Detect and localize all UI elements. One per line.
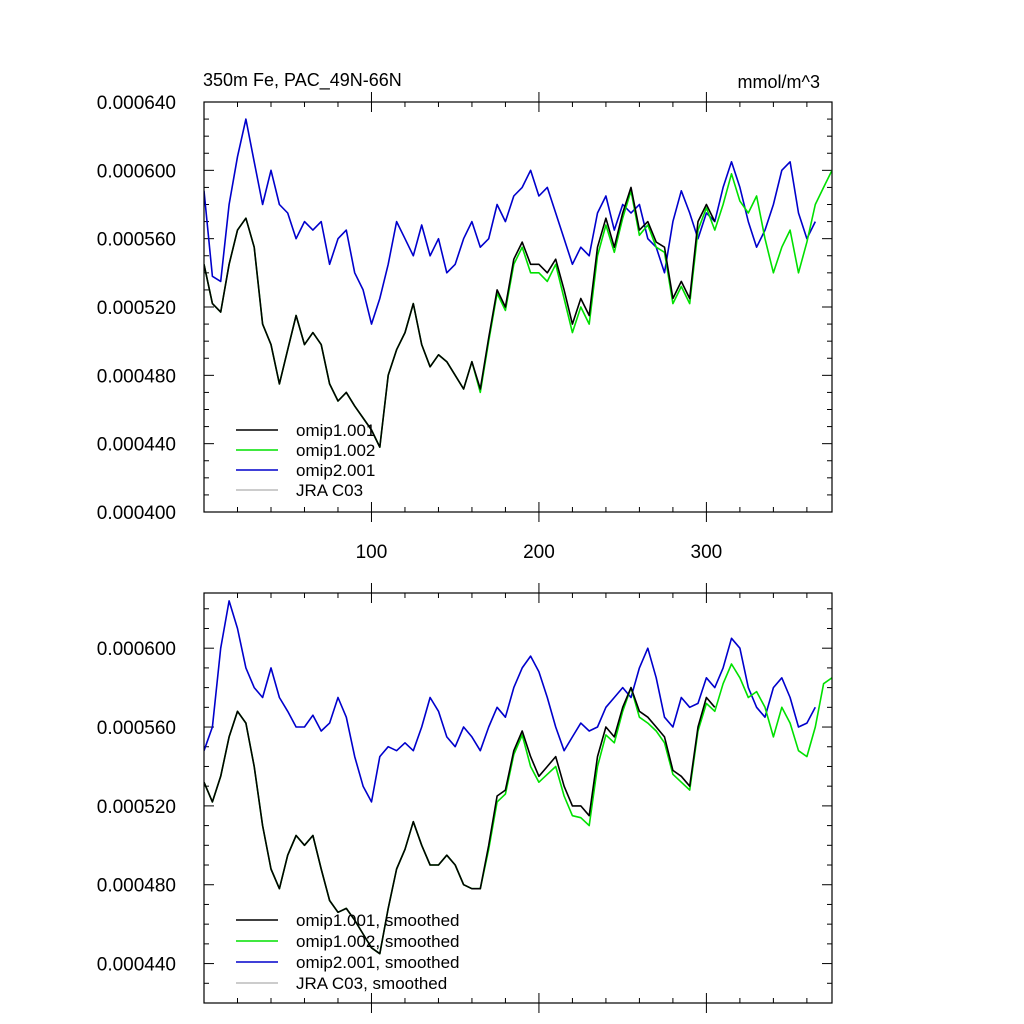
series-line-2 bbox=[204, 600, 817, 803]
y-tick-label: 0.000480 bbox=[97, 876, 176, 897]
y-tick-label: 0.000520 bbox=[97, 797, 176, 818]
series-line-0 bbox=[204, 186, 716, 448]
x-tick-label: 100 bbox=[356, 542, 388, 563]
chart-units: mmol/m^3 bbox=[738, 72, 820, 92]
series-line-2 bbox=[204, 118, 817, 325]
top-chart-panel: 350m Fe, PAC_49N-66N mmol/m^3 0.0004000.… bbox=[97, 70, 833, 563]
y-tick-label: 0.000560 bbox=[97, 230, 176, 251]
legend-label: omip1.002, smoothed bbox=[296, 932, 460, 951]
y-tick-label: 0.000600 bbox=[97, 639, 176, 660]
legend-label: omip2.001 bbox=[296, 461, 375, 480]
y-tick-label: 0.000520 bbox=[97, 298, 176, 319]
y-tick-label: 0.000440 bbox=[97, 435, 176, 456]
y-tick-label: 0.000400 bbox=[97, 503, 176, 524]
y-tick-label: 0.000560 bbox=[97, 718, 176, 739]
top-y-tick-labels: 0.000400 0.000440 0.000480 0.000520 0.000560… bbox=[97, 93, 176, 524]
bottom-series-group bbox=[204, 600, 832, 955]
y-tick-label: 0.000600 bbox=[97, 161, 176, 182]
bottom-chart-panel: 0.000440 0.000480 0.000520 0.000560 0.000600… bbox=[97, 583, 833, 1013]
series-line-0 bbox=[204, 686, 716, 955]
legend-label: omip1.001 bbox=[296, 421, 375, 440]
legend-label: JRA C03, smoothed bbox=[296, 974, 447, 993]
legend-label: omip1.002 bbox=[296, 441, 375, 460]
x-tick-label: 200 bbox=[523, 542, 555, 563]
y-tick-label: 0.000440 bbox=[97, 955, 176, 976]
y-tick-label: 0.000480 bbox=[97, 366, 176, 387]
legend-label: omip2.001, smoothed bbox=[296, 953, 460, 972]
chart-title: 350m Fe, PAC_49N-66N bbox=[203, 70, 402, 91]
legend-label: JRA C03 bbox=[296, 481, 363, 500]
series-line-1 bbox=[204, 169, 832, 448]
bottom-legend: omip1.001, smoothed omip1.002, smoothed om… bbox=[236, 911, 460, 993]
top-x-tick-labels: 100 200 300 bbox=[356, 542, 723, 563]
y-tick-label: 0.000640 bbox=[97, 93, 176, 114]
legend-label: omip1.001, smoothed bbox=[296, 911, 460, 930]
top-plot-frame bbox=[203, 101, 833, 513]
top-series-group bbox=[204, 118, 832, 448]
bottom-y-tick-labels: 0.000440 0.000480 0.000520 0.000560 0.000600 bbox=[97, 639, 176, 975]
bottom-plot-frame bbox=[203, 592, 833, 1004]
x-tick-label: 300 bbox=[691, 542, 723, 563]
